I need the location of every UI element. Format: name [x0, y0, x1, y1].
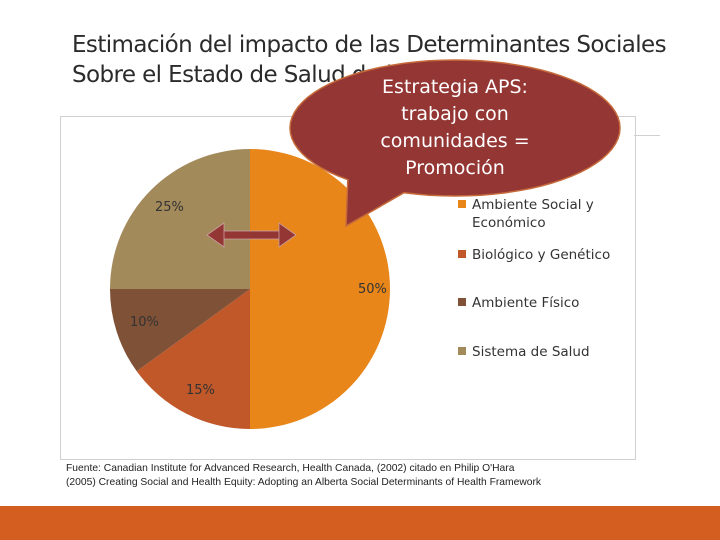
- data-label-ambiente-social: 50%: [358, 282, 387, 297]
- legend-swatch: [458, 200, 466, 208]
- legend-swatch: [458, 250, 466, 258]
- legend-item-biologico: Biológico y Genético: [458, 246, 638, 264]
- source-line-2: (2005) Creating Social and Health Equity…: [66, 477, 542, 488]
- legend-label: Ambiente Social y Económico: [472, 197, 594, 231]
- source-citation: Fuente: Canadian Institute for Advanced …: [66, 462, 646, 490]
- double-arrow-icon: [206, 222, 297, 248]
- legend-swatch: [458, 347, 466, 355]
- callout-text: Estrategia APS: trabajo con comunidades …: [340, 74, 570, 182]
- chart-border-line: [634, 135, 660, 136]
- legend-label: Sistema de Salud: [472, 344, 590, 360]
- pie-slice-3: [110, 149, 250, 289]
- callout-line-4: Promoción: [405, 157, 505, 179]
- data-label-sistema-salud: 25%: [155, 200, 184, 215]
- legend-label: Biológico y Genético: [472, 247, 611, 263]
- pie-slice-1: [136, 289, 250, 429]
- legend-swatch: [458, 298, 466, 306]
- legend-label: Ambiente Físico: [472, 295, 580, 311]
- footer-accent-bar: [0, 506, 720, 540]
- data-label-biologico: 15%: [186, 383, 215, 398]
- callout-line-3: comunidades =: [380, 130, 530, 152]
- legend-item-ambiente-fisico: Ambiente Físico: [458, 294, 638, 312]
- legend-item-ambiente-social: Ambiente Social y Económico: [458, 196, 638, 232]
- title-line-1: Estimación del impacto de las Determinan…: [72, 32, 667, 58]
- callout-line-1: Estrategia APS:: [382, 76, 528, 98]
- callout-line-2: trabajo con: [401, 103, 509, 125]
- pie-slice-2: [110, 289, 250, 372]
- data-label-ambiente-fisico: 10%: [130, 315, 159, 330]
- legend-item-sistema-salud: Sistema de Salud: [458, 343, 638, 361]
- source-line-1: Fuente: Canadian Institute for Advanced …: [66, 463, 515, 474]
- callout-bubble: [289, 59, 621, 228]
